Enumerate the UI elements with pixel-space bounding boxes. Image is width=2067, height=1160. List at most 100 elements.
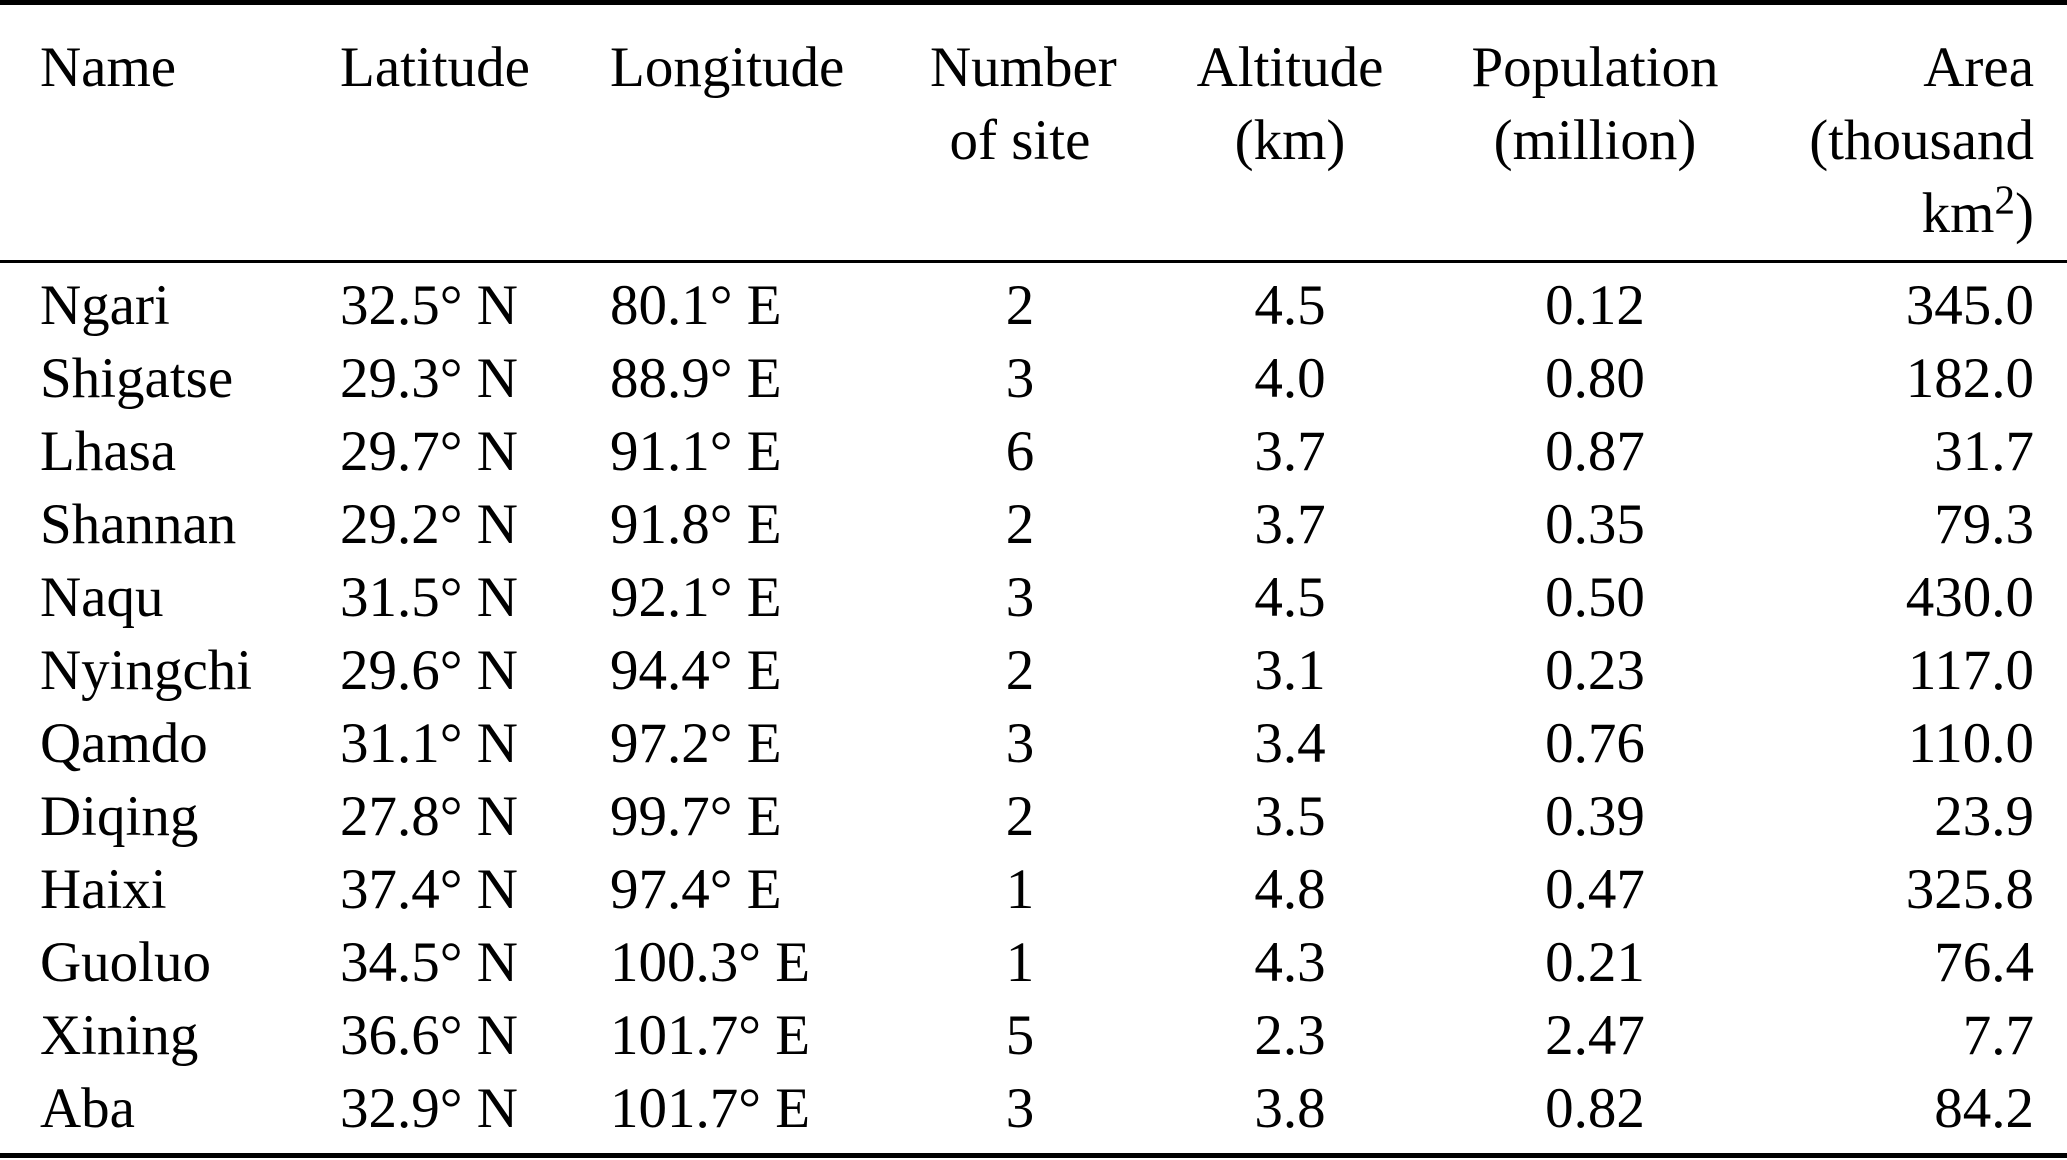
- header-longitude: Longitude: [610, 3, 930, 262]
- cell-name: Shannan: [40, 493, 237, 556]
- cell-longitude: 91.8° E: [610, 493, 782, 556]
- cell-latitude: 27.8° N: [340, 785, 518, 848]
- cell-latitude: 32.5° N: [340, 274, 518, 337]
- cell-latitude: 31.5° N: [340, 566, 518, 629]
- cell-area: 325.8: [1905, 858, 2034, 921]
- table-row: Aba 32.9° N 101.7° E 3 3.8 0.82 84.2: [0, 1072, 2067, 1156]
- header-population: Population (million): [1470, 3, 1720, 262]
- cell-name: Diqing: [40, 785, 199, 848]
- header-area-unit-superscript: 2: [1994, 176, 2016, 223]
- cell-altitude: 3.5: [1254, 785, 1326, 848]
- table-row: Lhasa 29.7° N 91.1° E 6 3.7 0.87 31.7: [0, 415, 2067, 488]
- table-row: Ngari 32.5° N 80.1° E 2 4.5 0.12 345.0: [0, 262, 2067, 343]
- cell-number-of-site: 1: [1005, 858, 1035, 921]
- header-longitude-label: Longitude: [610, 36, 845, 99]
- header-row: Name Latitude Longitude Number of site A…: [0, 3, 2067, 262]
- table-body: Ngari 32.5° N 80.1° E 2 4.5 0.12 345.0 S…: [0, 262, 2067, 1156]
- cell-altitude: 3.7: [1254, 493, 1326, 556]
- header-population-line1: Population: [1471, 36, 1719, 99]
- table-row: Nyingchi 29.6° N 94.4° E 2 3.1 0.23 117.…: [0, 634, 2067, 707]
- cell-name: Ngari: [40, 274, 170, 337]
- cell-longitude: 100.3° E: [610, 931, 811, 994]
- cell-longitude: 101.7° E: [610, 1004, 811, 1067]
- header-area-line3: km2): [1720, 177, 2034, 250]
- cell-area: 182.0: [1905, 347, 2034, 410]
- cell-area: 79.3: [1934, 493, 2034, 556]
- cell-latitude: 29.7° N: [340, 420, 518, 483]
- table-row: Xining 36.6° N 101.7° E 5 2.3 2.47 7.7: [0, 999, 2067, 1072]
- cell-population: 0.50: [1545, 566, 1645, 629]
- cell-longitude: 92.1° E: [610, 566, 782, 629]
- cell-area: 84.2: [1934, 1077, 2034, 1140]
- cell-longitude: 97.2° E: [610, 712, 782, 775]
- cell-altitude: 3.7: [1254, 420, 1326, 483]
- header-number-of-site: Number of site: [930, 3, 1117, 262]
- cell-altitude: 3.8: [1254, 1077, 1326, 1140]
- header-number-of-site-line2: of site: [949, 109, 1091, 172]
- cell-population: 0.47: [1545, 858, 1645, 921]
- cell-number-of-site: 3: [1005, 347, 1035, 410]
- cell-population: 0.80: [1545, 347, 1645, 410]
- cell-name: Xining: [40, 1004, 199, 1067]
- cell-population: 0.87: [1545, 420, 1645, 483]
- cell-longitude: 91.1° E: [610, 420, 782, 483]
- cell-area: 7.7: [1962, 1004, 2034, 1067]
- cell-number-of-site: 2: [1005, 493, 1035, 556]
- cell-longitude: 99.7° E: [610, 785, 782, 848]
- table-row: Guoluo 34.5° N 100.3° E 1 4.3 0.21 76.4: [0, 926, 2067, 999]
- cell-name: Lhasa: [40, 420, 177, 483]
- cell-number-of-site: 1: [1005, 931, 1035, 994]
- cell-population: 0.12: [1545, 274, 1645, 337]
- header-altitude-line1: Altitude: [1196, 36, 1384, 99]
- cell-name: Qamdo: [40, 712, 208, 775]
- cell-population: 0.21: [1545, 931, 1645, 994]
- header-number-of-site-line1: Number: [930, 36, 1117, 99]
- cell-population: 2.47: [1545, 1004, 1645, 1067]
- cell-altitude: 4.5: [1254, 566, 1326, 629]
- cell-area: 110.0: [1907, 712, 2034, 775]
- cell-latitude: 37.4° N: [340, 858, 518, 921]
- cell-name: Haixi: [40, 858, 167, 921]
- cell-number-of-site: 6: [1005, 420, 1035, 483]
- cell-number-of-site: 5: [1005, 1004, 1035, 1067]
- table-row: Shannan 29.2° N 91.8° E 2 3.7 0.35 79.3: [0, 488, 2067, 561]
- cell-altitude: 4.0: [1254, 347, 1326, 410]
- cell-area: 23.9: [1934, 785, 2034, 848]
- cell-altitude: 4.5: [1254, 274, 1326, 337]
- cell-area: 345.0: [1905, 274, 2034, 337]
- cell-altitude: 2.3: [1254, 1004, 1326, 1067]
- cell-latitude: 32.9° N: [340, 1077, 518, 1140]
- cell-name: Nyingchi: [40, 639, 253, 702]
- cell-population: 0.76: [1545, 712, 1645, 775]
- cell-name: Naqu: [40, 566, 164, 629]
- table-row: Shigatse 29.3° N 88.9° E 3 4.0 0.80 182.…: [0, 342, 2067, 415]
- cell-name: Guoluo: [40, 931, 211, 994]
- cell-longitude: 88.9° E: [610, 347, 782, 410]
- header-altitude-line2: (km): [1234, 109, 1346, 172]
- cell-longitude: 80.1° E: [610, 274, 782, 337]
- table-row: Diqing 27.8° N 99.7° E 2 3.5 0.39 23.9: [0, 780, 2067, 853]
- table-header: Name Latitude Longitude Number of site A…: [0, 3, 2067, 262]
- cell-number-of-site: 2: [1005, 639, 1035, 702]
- cell-number-of-site: 3: [1005, 712, 1035, 775]
- cell-altitude: 4.3: [1254, 931, 1326, 994]
- cell-population: 0.82: [1545, 1077, 1645, 1140]
- header-latitude: Latitude: [340, 3, 610, 262]
- cell-population: 0.35: [1545, 493, 1645, 556]
- cell-latitude: 29.6° N: [340, 639, 518, 702]
- cell-longitude: 97.4° E: [610, 858, 782, 921]
- header-name-label: Name: [40, 36, 177, 99]
- cell-name: Shigatse: [40, 347, 234, 410]
- cell-altitude: 4.8: [1254, 858, 1326, 921]
- header-population-line2: (million): [1493, 109, 1697, 172]
- header-area-unit-close: ): [2015, 182, 2034, 245]
- header-area: Area (thousand km2): [1720, 3, 2067, 262]
- cell-longitude: 101.7° E: [610, 1077, 811, 1140]
- cell-area: 31.7: [1934, 420, 2034, 483]
- cell-latitude: 29.3° N: [340, 347, 518, 410]
- cell-altitude: 3.1: [1254, 639, 1326, 702]
- cell-latitude: 29.2° N: [340, 493, 518, 556]
- header-altitude: Altitude (km): [1110, 3, 1470, 262]
- cell-number-of-site: 3: [1005, 566, 1035, 629]
